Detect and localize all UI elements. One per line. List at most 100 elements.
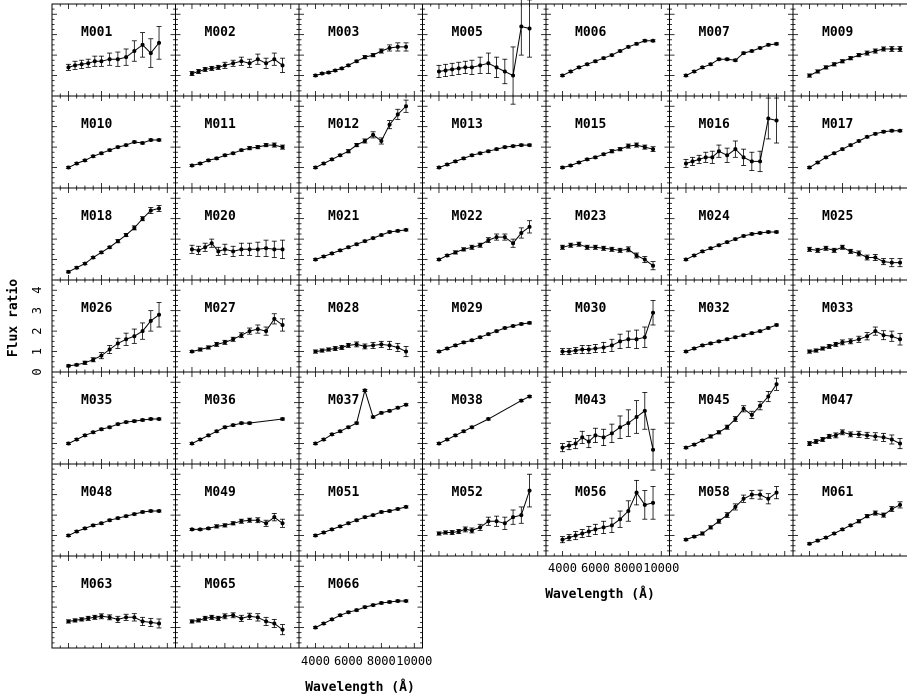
panel-m017: M017 (792, 95, 907, 189)
data-point (856, 337, 861, 342)
data-point (823, 155, 828, 160)
data-point (239, 148, 244, 153)
data-point (387, 45, 392, 50)
data-point (593, 155, 598, 160)
data-point (832, 151, 837, 156)
panel-frame (669, 187, 794, 281)
data-point (371, 53, 376, 58)
data-point (865, 433, 870, 438)
data-point (823, 246, 828, 251)
data-point (313, 349, 318, 354)
panel-frame (669, 3, 794, 97)
data-point (848, 339, 853, 344)
panel-m045: M045 (669, 371, 794, 465)
series-line (191, 318, 283, 353)
data-point (527, 320, 532, 325)
data-point (354, 59, 359, 64)
data-point (651, 147, 656, 152)
data-point (469, 65, 474, 70)
data-point (140, 329, 145, 334)
data-point (733, 237, 738, 242)
data-point (453, 343, 458, 348)
data-point (313, 73, 318, 78)
data-point (445, 346, 450, 351)
panel-frame (422, 95, 547, 189)
data-point (749, 232, 754, 236)
data-point (461, 247, 466, 252)
data-point (618, 425, 623, 430)
data-point (387, 122, 392, 127)
data-point (461, 340, 466, 345)
data-point (124, 337, 129, 342)
data-point (889, 334, 894, 339)
data-point (716, 57, 721, 62)
data-point (189, 71, 194, 76)
data-point (586, 439, 591, 444)
data-point (725, 57, 730, 62)
data-point (567, 349, 572, 354)
data-point (231, 337, 236, 342)
panel-m002: M002 (175, 3, 300, 97)
data-point (527, 143, 532, 148)
data-point (404, 227, 409, 232)
data-point (456, 66, 461, 71)
data-point (626, 421, 631, 426)
data-point (222, 340, 227, 345)
data-point (198, 161, 203, 166)
panel-label: M022 (452, 209, 483, 224)
data-point (66, 441, 71, 446)
data-point (74, 529, 79, 534)
data-point (873, 329, 878, 334)
data-point (231, 249, 236, 254)
data-point (573, 441, 578, 446)
data-point (82, 526, 87, 531)
data-point (651, 500, 656, 505)
data-point (264, 61, 269, 66)
data-point (585, 62, 590, 67)
data-point (692, 253, 697, 258)
data-point (436, 165, 441, 170)
data-point (634, 143, 639, 148)
panel-frame (51, 95, 176, 189)
panel-frame (792, 279, 907, 373)
data-point (313, 441, 318, 446)
data-point (601, 345, 606, 350)
data-point (320, 71, 325, 76)
data-point (326, 70, 331, 75)
data-point (82, 360, 87, 365)
panel-label: M002 (205, 25, 236, 40)
data-point (576, 65, 581, 70)
data-point (362, 138, 367, 143)
panel-m023: M023 (545, 187, 670, 281)
panel-m035: M035 (51, 371, 176, 465)
data-point (881, 129, 886, 134)
data-point (107, 425, 112, 430)
data-point (710, 155, 715, 160)
data-point (478, 525, 483, 530)
data-point (494, 147, 499, 152)
data-point (820, 346, 825, 351)
panel-frame (298, 187, 423, 281)
panel-label: M047 (822, 393, 853, 408)
panel-frame (545, 95, 670, 189)
data-point (469, 425, 474, 430)
data-point (576, 242, 581, 247)
data-point (609, 343, 614, 348)
data-point (642, 335, 647, 340)
data-point (601, 525, 606, 530)
data-point (511, 241, 516, 246)
data-point (148, 509, 153, 514)
data-point (683, 257, 688, 262)
data-point (140, 141, 145, 146)
data-point (239, 519, 244, 524)
data-point (450, 67, 455, 72)
panel-label: M005 (452, 25, 483, 40)
data-point (873, 255, 878, 260)
data-point (766, 496, 771, 501)
panel-label: M010 (81, 117, 112, 132)
data-point (733, 417, 738, 422)
data-point (586, 529, 591, 534)
data-point (889, 46, 894, 51)
data-point (733, 58, 738, 63)
data-point (486, 238, 491, 243)
